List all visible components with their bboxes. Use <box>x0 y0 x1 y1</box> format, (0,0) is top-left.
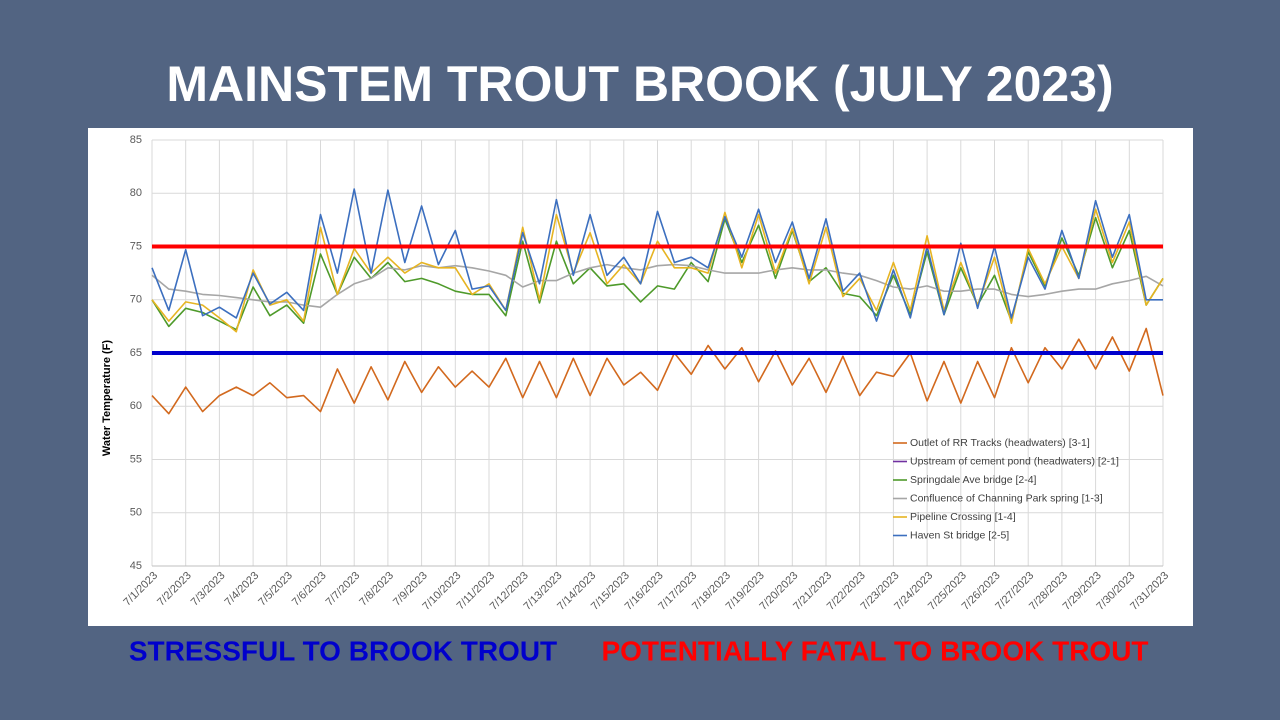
threshold-label: POTENTIALLY FATAL TO BROOK TROUT <box>601 635 1148 666</box>
series-line <box>151 216 1164 331</box>
chart-panel <box>88 128 1193 626</box>
y-tick-label: 65 <box>130 347 142 359</box>
y-tick-label: 60 <box>130 400 142 412</box>
y-tick-label: 70 <box>130 294 142 306</box>
threshold-label: STRESSFUL TO BROOK TROUT <box>129 635 557 666</box>
y-tick-label: 45 <box>130 560 142 572</box>
legend-label: Outlet of RR Tracks (headwaters) [3-1] <box>910 437 1090 449</box>
legend-label: Confluence of Channing Park spring [1-3] <box>910 492 1103 504</box>
series-line <box>151 208 1164 333</box>
slide-title: MAINSTEM TROUT BROOK (JULY 2023) <box>166 56 1113 112</box>
legend-label: Haven St bridge [2-5] <box>910 529 1009 541</box>
y-tick-label: 85 <box>130 134 142 146</box>
y-axis-label: Water Temperature (F) <box>101 340 113 456</box>
y-tick-label: 55 <box>130 453 142 465</box>
legend-label: Springdale Ave bridge [2-4] <box>910 474 1037 486</box>
y-tick-label: 50 <box>130 507 142 519</box>
series-line <box>151 327 1164 415</box>
legend-label: Upstream of cement pond (headwaters) [2-… <box>910 455 1119 467</box>
series-line <box>151 263 1164 308</box>
legend-label: Pipeline Crossing [1-4] <box>910 511 1016 523</box>
y-tick-label: 80 <box>130 187 142 199</box>
y-tick-label: 75 <box>130 240 142 252</box>
